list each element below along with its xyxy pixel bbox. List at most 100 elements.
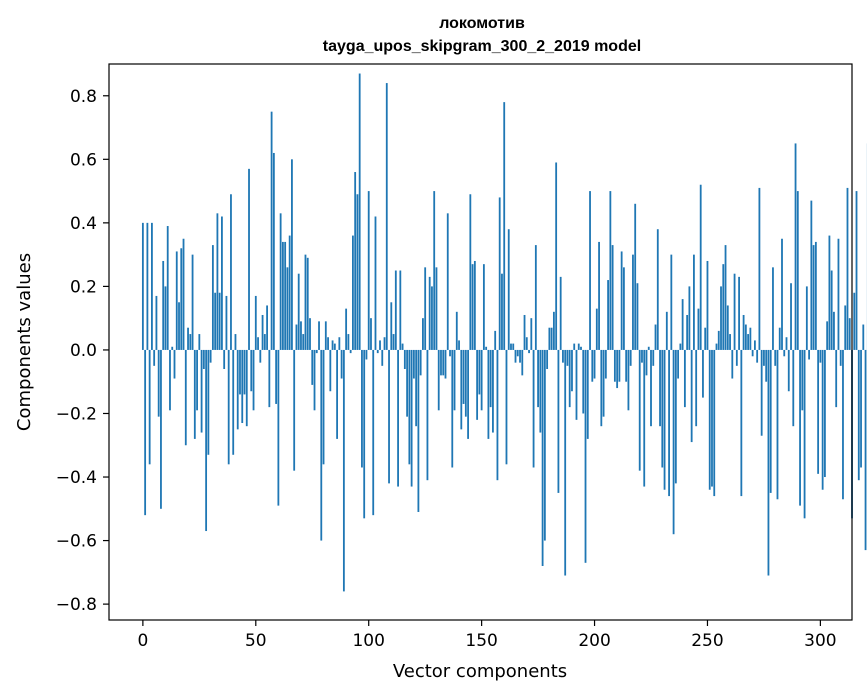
bar <box>169 349 171 411</box>
bar <box>853 292 856 350</box>
bar <box>677 349 680 379</box>
bar <box>774 349 777 366</box>
bar <box>202 349 205 369</box>
bar <box>862 324 865 350</box>
bar <box>699 184 702 350</box>
bar <box>740 349 743 497</box>
bar <box>374 216 377 350</box>
bar <box>812 245 815 350</box>
bar <box>234 334 237 350</box>
bar <box>433 191 436 350</box>
bar <box>148 349 151 465</box>
bar <box>329 349 332 392</box>
bar <box>715 343 718 350</box>
bar <box>257 337 259 350</box>
bar <box>467 349 469 439</box>
bar <box>277 349 280 506</box>
bar <box>654 324 657 350</box>
bar <box>164 286 167 350</box>
bar <box>726 305 729 350</box>
bar <box>842 349 844 500</box>
bar <box>446 213 449 350</box>
bar <box>315 349 318 354</box>
bar-series <box>141 73 867 592</box>
x-tick-label: 200 <box>578 631 610 651</box>
bar <box>349 349 352 354</box>
bar <box>717 330 720 350</box>
bar <box>618 349 621 382</box>
bar <box>559 276 562 350</box>
bar <box>753 340 756 350</box>
bar <box>178 302 180 350</box>
bar <box>225 295 228 350</box>
bar <box>659 349 661 427</box>
bar <box>627 349 630 411</box>
bar <box>383 337 386 350</box>
bar <box>293 349 296 471</box>
bar <box>352 235 354 350</box>
bar <box>248 168 250 350</box>
bar <box>327 337 329 350</box>
bar <box>311 349 314 385</box>
chart-subtitle: tayga_upos_skipgram_300_2_2019 model <box>323 38 641 55</box>
bar <box>347 334 350 350</box>
bar <box>295 324 298 350</box>
bar <box>519 349 521 363</box>
bar <box>523 314 526 350</box>
bar <box>230 194 232 350</box>
bar <box>406 349 409 417</box>
bar <box>189 334 192 350</box>
bar <box>711 349 713 487</box>
bar <box>184 349 187 446</box>
bar <box>543 349 546 541</box>
y-tick-label: 0.0 <box>70 341 97 361</box>
bar <box>243 349 246 395</box>
bar <box>462 349 465 404</box>
bar <box>489 349 492 408</box>
bar <box>620 251 623 350</box>
bar <box>263 334 266 350</box>
bar <box>370 318 372 350</box>
bar <box>568 349 571 408</box>
bar <box>182 238 185 350</box>
bar <box>412 349 415 379</box>
bar <box>232 349 235 455</box>
bar <box>729 334 731 350</box>
bar <box>187 327 189 350</box>
y-axis-ticks: −0.8 −0.6 −0.4 −0.2 0.0 0.2 0.4 0.6 0.8 <box>56 87 109 615</box>
bar <box>817 349 820 474</box>
bar <box>505 349 508 465</box>
bar <box>415 349 418 427</box>
bar <box>625 349 628 382</box>
bar <box>792 349 795 427</box>
bar <box>663 349 666 490</box>
bar <box>333 343 336 350</box>
bar <box>532 349 535 468</box>
bar <box>401 343 404 350</box>
bar <box>629 349 632 366</box>
bar <box>765 349 768 382</box>
y-tick-label: 0.4 <box>70 214 97 234</box>
bar <box>207 349 210 455</box>
bar <box>688 286 691 350</box>
bar <box>738 276 740 350</box>
bar <box>478 349 481 395</box>
bar <box>810 200 813 350</box>
bar <box>776 349 779 500</box>
bar <box>528 349 530 354</box>
bar <box>546 349 549 369</box>
bar <box>767 349 770 576</box>
bar <box>460 349 463 430</box>
bar <box>562 349 564 363</box>
bar <box>266 305 268 350</box>
bar <box>593 349 596 379</box>
bar <box>602 349 605 417</box>
bar <box>860 349 862 468</box>
bar <box>144 349 147 516</box>
bar <box>146 222 149 350</box>
bar <box>279 213 282 350</box>
bar <box>417 349 420 512</box>
x-tick-label: 50 <box>245 631 267 651</box>
bar <box>153 349 156 366</box>
